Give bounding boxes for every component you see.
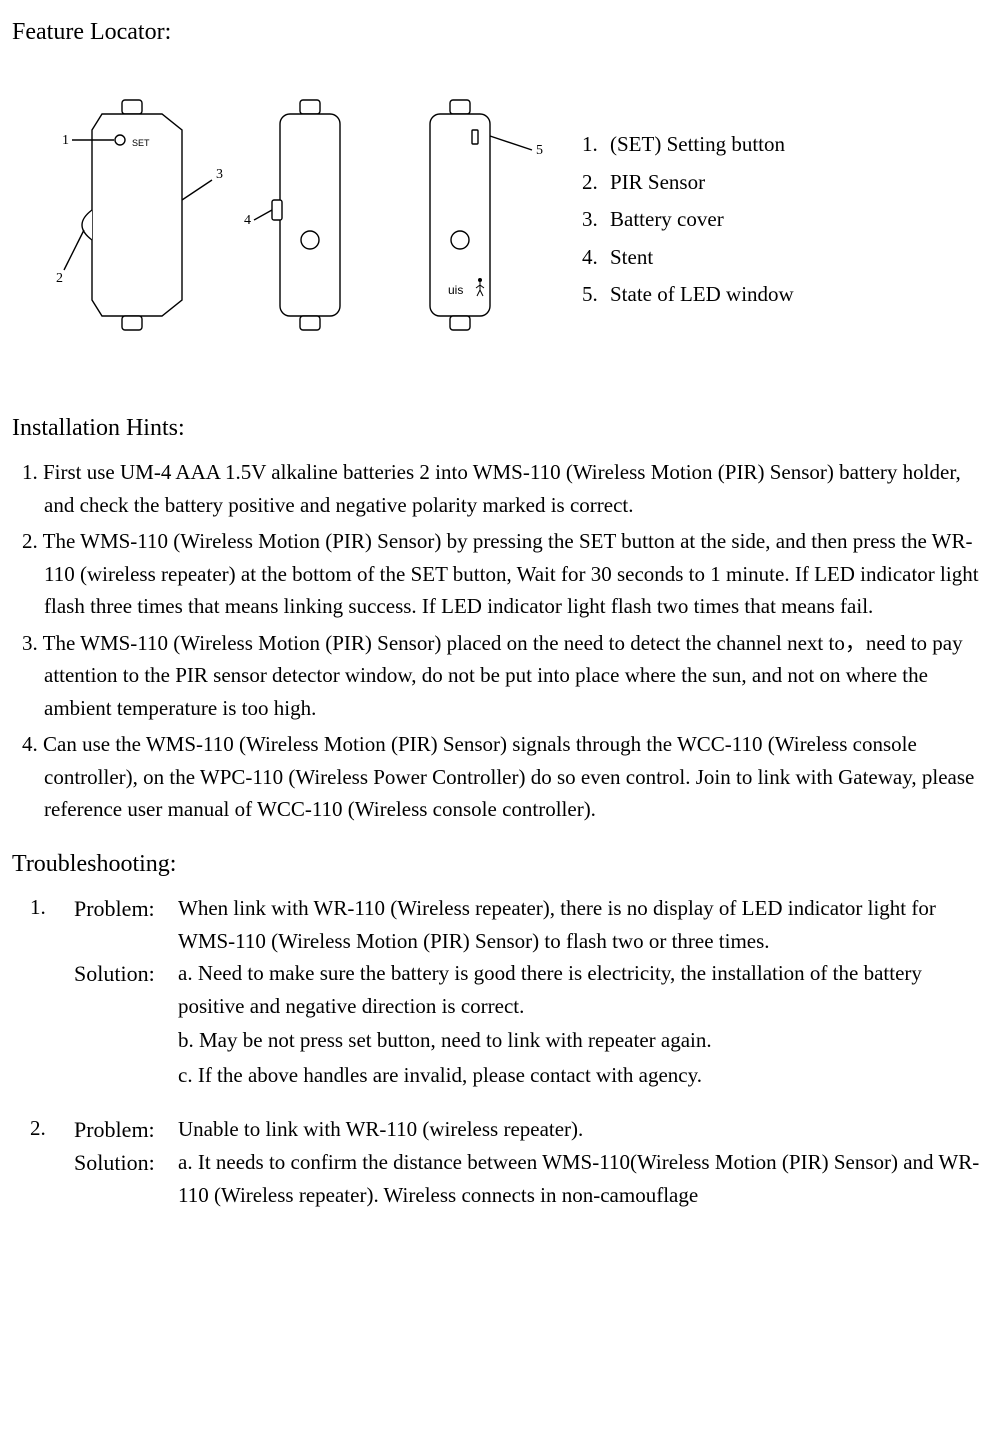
svg-text:SET: SET — [132, 138, 150, 148]
ts-solution-label: Solution: — [74, 957, 174, 990]
feature-num: 2. — [582, 167, 610, 199]
feature-num: 5. — [582, 279, 610, 311]
install-item: 1. First use UM-4 AAA 1.5V alkaline batt… — [12, 456, 988, 521]
troubleshoot-item: 1. Problem: When link with WR-110 (Wirel… — [30, 892, 988, 1093]
ts-number: 2. — [30, 1113, 70, 1145]
ts-number: 1. — [30, 892, 70, 924]
feature-label: (SET) Setting button — [610, 129, 785, 161]
ts-problem-text: Unable to link with WR-110 (wireless rep… — [178, 1113, 988, 1146]
ts-problem-text: When link with WR-110 (Wireless repeater… — [178, 892, 988, 957]
installation-list: 1. First use UM-4 AAA 1.5V alkaline batt… — [12, 456, 988, 826]
feature-label: State of LED window — [610, 279, 794, 311]
ts-solution-line: b. May be not press set button, need to … — [178, 1024, 988, 1057]
install-item: 4. Can use the WMS-110 (Wireless Motion … — [12, 728, 988, 826]
troubleshoot-item: 2. Problem: Unable to link with WR-110 (… — [30, 1113, 988, 1213]
svg-text:2: 2 — [56, 271, 63, 286]
feature-locator-row: SET 1 2 3 4 — [32, 70, 988, 370]
device-diagram: SET 1 2 3 4 — [32, 70, 552, 370]
installation-heading: Installation Hints: — [12, 410, 988, 446]
feature-locator-heading: Feature Locator: — [12, 14, 988, 50]
feature-item: 1. (SET) Setting button — [582, 129, 794, 161]
feature-item: 4. Stent — [582, 242, 794, 274]
svg-text:3: 3 — [216, 167, 223, 182]
troubleshooting-list: 1. Problem: When link with WR-110 (Wirel… — [12, 892, 988, 1213]
feature-item: 2. PIR Sensor — [582, 167, 794, 199]
feature-item: 3. Battery cover — [582, 204, 794, 236]
feature-num: 1. — [582, 129, 610, 161]
svg-text:5: 5 — [536, 143, 543, 158]
install-item: 3. The WMS-110 (Wireless Motion (PIR) Se… — [12, 627, 988, 725]
ts-solution-line: a. It needs to confirm the distance betw… — [178, 1146, 988, 1211]
feature-label: Battery cover — [610, 204, 724, 236]
ts-problem-label: Problem: — [74, 1113, 174, 1146]
ts-solution-body: a. It needs to confirm the distance betw… — [178, 1146, 988, 1213]
ts-solution-body: a. Need to make sure the battery is good… — [178, 957, 988, 1093]
svg-text:uis: uis — [448, 283, 463, 297]
feature-num: 4. — [582, 242, 610, 274]
ts-solution-line: c. If the above handles are invalid, ple… — [178, 1059, 988, 1092]
troubleshooting-heading: Troubleshooting: — [12, 846, 988, 882]
feature-num: 3. — [582, 204, 610, 236]
feature-label: Stent — [610, 242, 653, 274]
feature-item: 5. State of LED window — [582, 279, 794, 311]
svg-text:4: 4 — [244, 213, 251, 228]
install-item: 2. The WMS-110 (Wireless Motion (PIR) Se… — [12, 525, 988, 623]
ts-solution-label: Solution: — [74, 1146, 174, 1179]
feature-list: 1. (SET) Setting button 2. PIR Sensor 3.… — [582, 123, 794, 317]
feature-label: PIR Sensor — [610, 167, 705, 199]
svg-text:1: 1 — [62, 133, 69, 148]
ts-problem-label: Problem: — [74, 892, 174, 925]
ts-solution-line: a. Need to make sure the battery is good… — [178, 957, 988, 1022]
